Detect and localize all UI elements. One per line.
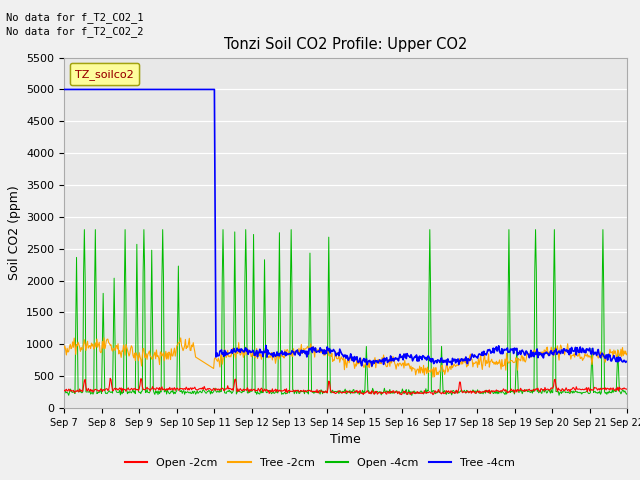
Text: No data for f_T2_CO2_2: No data for f_T2_CO2_2 [6,26,144,37]
Legend: Open -2cm, Tree -2cm, Open -4cm, Tree -4cm: Open -2cm, Tree -2cm, Open -4cm, Tree -4… [120,453,520,472]
Y-axis label: Soil CO2 (ppm): Soil CO2 (ppm) [8,185,20,280]
X-axis label: Time: Time [330,433,361,446]
Text: No data for f_T2_CO2_1: No data for f_T2_CO2_1 [6,12,144,23]
Title: Tonzi Soil CO2 Profile: Upper CO2: Tonzi Soil CO2 Profile: Upper CO2 [224,37,467,52]
Legend: TZ_soilco2: TZ_soilco2 [70,63,140,85]
